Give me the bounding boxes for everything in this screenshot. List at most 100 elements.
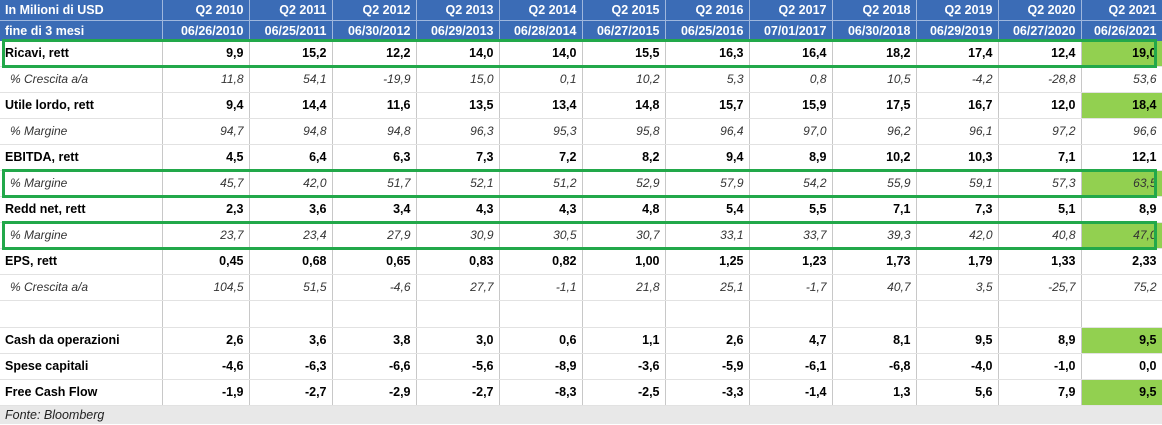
table-cell: 1,73 xyxy=(832,248,917,275)
table-cell: 30,9 xyxy=(416,222,500,249)
table-cell: 42,0 xyxy=(916,222,999,249)
table-cell: 9,4 xyxy=(162,92,250,119)
table-cell: 0,68 xyxy=(249,248,333,275)
column-date: 06/30/2012 xyxy=(332,20,417,41)
table-cell: -3,6 xyxy=(582,353,666,380)
table-cell xyxy=(832,300,917,328)
table-cell xyxy=(332,300,417,328)
table-cell: 0,8 xyxy=(749,66,833,93)
table-cell: -4,2 xyxy=(916,66,999,93)
table-cell: 15,2 xyxy=(249,41,333,67)
table-cell: -6,1 xyxy=(749,353,833,380)
table-cell: 53,6 xyxy=(1081,66,1162,93)
table-cell: 51,2 xyxy=(499,170,583,197)
table-cell: 15,0 xyxy=(416,66,500,93)
table-cell: 15,9 xyxy=(749,92,833,119)
row-label: % Crescita a/a xyxy=(0,66,163,93)
table-cell: 10,3 xyxy=(916,144,999,171)
table-cell: 6,4 xyxy=(249,144,333,171)
table-cell: 16,4 xyxy=(749,41,833,67)
table-cell: 96,3 xyxy=(416,118,500,145)
table-cell: 30,5 xyxy=(499,222,583,249)
table-cell: 8,9 xyxy=(998,327,1082,354)
table-cell: 0,82 xyxy=(499,248,583,275)
table-cell: 96,4 xyxy=(665,118,750,145)
table-row xyxy=(0,300,1162,328)
table-cell: 14,4 xyxy=(249,92,333,119)
table-row: Free Cash Flow -1,9 -2,7 -2,9 -2,7 -8,3 -2,5 -3… xyxy=(0,379,1162,406)
table-cell: 4,5 xyxy=(162,144,250,171)
table-cell: 57,3 xyxy=(998,170,1082,197)
table-cell: -1,7 xyxy=(749,274,833,301)
row-label xyxy=(0,300,163,328)
table-cell: 3,4 xyxy=(332,196,417,223)
row-label: Spese capitali xyxy=(0,353,163,380)
table-cell: 3,6 xyxy=(249,327,333,354)
table-cell: -4,6 xyxy=(162,353,250,380)
table-cell: 59,1 xyxy=(916,170,999,197)
column-quarter: Q2 2017 xyxy=(749,0,833,21)
table-cell xyxy=(499,300,583,328)
table-row: % Crescita a/a 104,5 51,5 -4,6 27,7 -1,1 21,8 2… xyxy=(0,274,1162,301)
table-cell: 3,5 xyxy=(916,274,999,301)
table-cell: 5,5 xyxy=(749,196,833,223)
row-label: Redd net, rett xyxy=(0,196,163,223)
source-note: Fonte: Bloomberg xyxy=(0,405,1162,424)
table-cell: 1,33 xyxy=(998,248,1082,275)
table-cell: 7,9 xyxy=(998,379,1082,406)
table-cell: 30,7 xyxy=(582,222,666,249)
table-cell: 3,8 xyxy=(332,327,417,354)
table-cell xyxy=(416,300,500,328)
table-cell: 63,5 xyxy=(1081,170,1162,197)
table-cell: 95,8 xyxy=(582,118,666,145)
table-cell: 8,9 xyxy=(749,144,833,171)
table-cell: 54,1 xyxy=(249,66,333,93)
table-cell: 95,3 xyxy=(499,118,583,145)
table-cell: 12,2 xyxy=(332,41,417,67)
table-cell: 0,83 xyxy=(416,248,500,275)
table-cell: 3,0 xyxy=(416,327,500,354)
table-cell: 8,2 xyxy=(582,144,666,171)
table-cell: 25,1 xyxy=(665,274,750,301)
table-cell: -8,9 xyxy=(499,353,583,380)
table-cell: -6,8 xyxy=(832,353,917,380)
table-cell: 51,7 xyxy=(332,170,417,197)
row-label: EPS, rett xyxy=(0,248,163,275)
table-cell: 0,45 xyxy=(162,248,250,275)
column-date: 06/28/2014 xyxy=(499,20,583,41)
table-row: EPS, rett 0,45 0,68 0,65 0,83 0,82 1,00 1,25 1,2… xyxy=(0,248,1162,275)
table-cell: -1,0 xyxy=(998,353,1082,380)
table-cell: 1,23 xyxy=(749,248,833,275)
table-cell: 96,6 xyxy=(1081,118,1162,145)
table-cell: 9,5 xyxy=(916,327,999,354)
table-cell: 75,2 xyxy=(1081,274,1162,301)
row-label: % Margine xyxy=(0,222,163,249)
table-cell: 40,8 xyxy=(998,222,1082,249)
table-cell: 5,6 xyxy=(916,379,999,406)
table-cell: 12,1 xyxy=(1081,144,1162,171)
table-cell: 2,6 xyxy=(162,327,250,354)
table-cell: 15,5 xyxy=(582,41,666,67)
table-cell: 52,1 xyxy=(416,170,500,197)
table-cell: -2,9 xyxy=(332,379,417,406)
table-cell xyxy=(162,300,250,328)
table-cell: 2,33 xyxy=(1081,248,1162,275)
column-date: 06/26/2010 xyxy=(162,20,250,41)
row-label: % Margine xyxy=(0,170,163,197)
table-cell: 15,7 xyxy=(665,92,750,119)
table-cell: 57,9 xyxy=(665,170,750,197)
table-cell xyxy=(1081,300,1162,328)
column-date: 06/29/2013 xyxy=(416,20,500,41)
table-cell: -6,3 xyxy=(249,353,333,380)
row-label: % Margine xyxy=(0,118,163,145)
table-cell: 4,3 xyxy=(499,196,583,223)
table-cell: 7,1 xyxy=(998,144,1082,171)
table-cell: 4,8 xyxy=(582,196,666,223)
column-quarter: Q2 2021 xyxy=(1081,0,1162,21)
table-cell: 0,65 xyxy=(332,248,417,275)
table-cell: -2,5 xyxy=(582,379,666,406)
table-row: Utile lordo, rett 9,4 14,4 11,6 13,5 13,4 14,8… xyxy=(0,92,1162,119)
table-cell: 40,7 xyxy=(832,274,917,301)
column-date: 06/27/2020 xyxy=(998,20,1082,41)
table-cell: 33,7 xyxy=(749,222,833,249)
